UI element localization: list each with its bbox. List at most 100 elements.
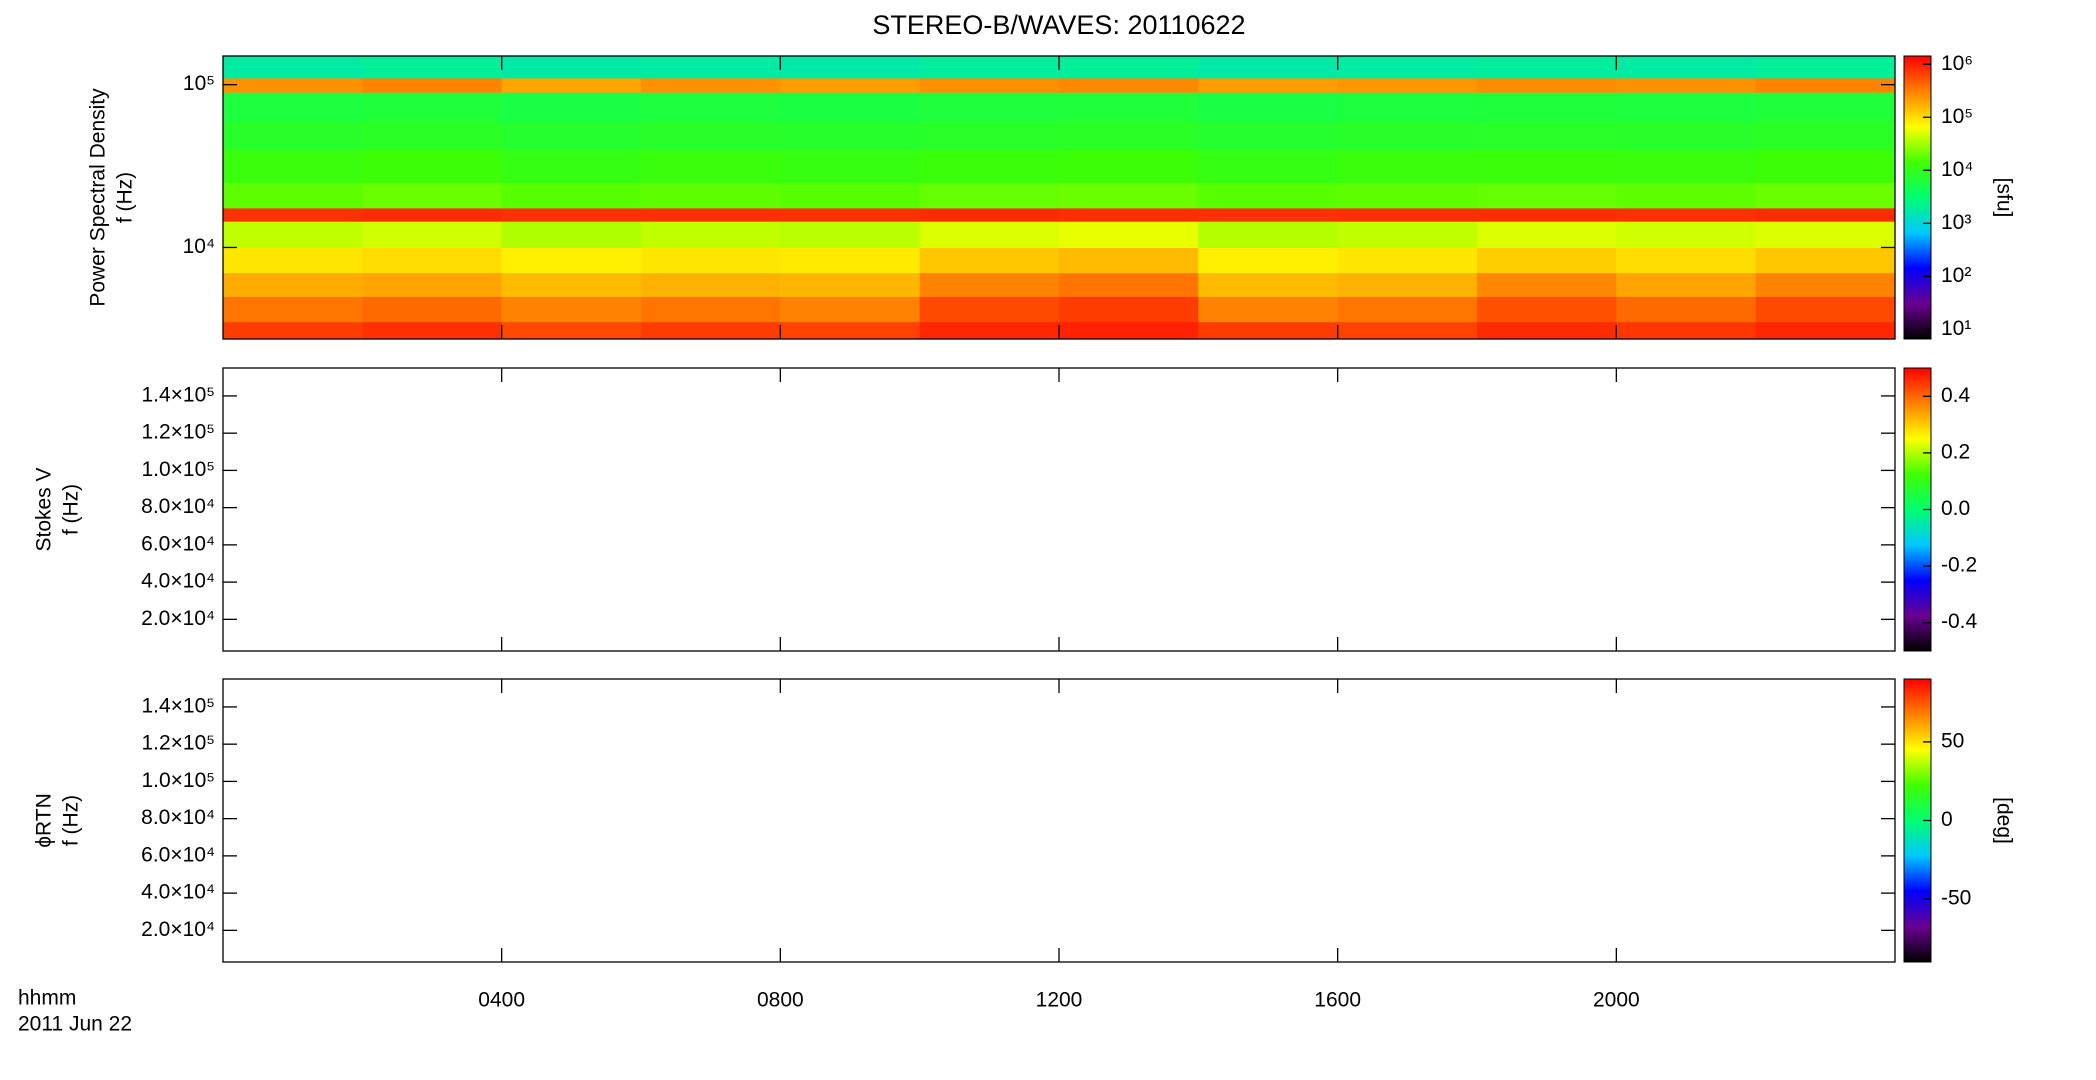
heatmap-cell — [919, 120, 1060, 150]
heatmap-cell — [919, 149, 1060, 184]
heatmap-cell — [1755, 92, 1896, 122]
colorbar-tick-label: 10⁴ — [1941, 158, 1973, 181]
heatmap-cell — [780, 221, 921, 248]
heatmap-cell — [362, 321, 503, 340]
heatmap-cell — [1059, 56, 1199, 79]
plot-frame — [222, 678, 1896, 963]
heatmap-cell — [1755, 296, 1896, 323]
heatmap-cell — [1616, 296, 1757, 323]
heatmap-cell — [501, 149, 642, 184]
heatmap-cell — [1477, 120, 1617, 150]
y-tick-label: 6.0×10⁴ — [141, 532, 215, 555]
y-tick-label: 1.4×10⁵ — [141, 694, 215, 717]
heatmap-cell — [641, 296, 781, 323]
heatmap-cell — [223, 272, 363, 297]
y-tick-label: 2.0×10⁴ — [141, 607, 215, 630]
heatmap-cell — [1198, 120, 1339, 150]
heatmap-cell — [1198, 247, 1339, 274]
heatmap-cell — [223, 182, 363, 209]
y-tick-label: 4.0×10⁴ — [141, 881, 215, 904]
heatmap-cell — [362, 56, 503, 79]
y-tick-label: 8.0×10⁴ — [141, 806, 215, 829]
heatmap-cell — [1198, 321, 1339, 340]
heatmap-cell — [1198, 92, 1339, 122]
heatmap-cell — [641, 247, 781, 274]
heatmap-cell — [223, 149, 363, 184]
heatmap-cell — [1477, 77, 1617, 93]
y-axis-label: f (Hz) — [60, 484, 83, 535]
colorbar-tick-label: -0.2 — [1941, 554, 1977, 577]
y-axis-label: Stokes V — [33, 467, 56, 551]
heatmap-cell — [1198, 149, 1339, 184]
plot-frame — [222, 367, 1896, 652]
heatmap-cell — [1755, 149, 1896, 184]
colorbar-label: [deg] — [1992, 797, 2015, 844]
heatmap-cell — [1755, 247, 1896, 274]
heatmap-cell — [1059, 296, 1199, 323]
heatmap-cell — [223, 92, 363, 122]
y-tick-label: 1.0×10⁵ — [141, 769, 215, 792]
heatmap-cell — [1616, 56, 1757, 79]
heatmap-cell — [1198, 272, 1339, 297]
heatmap-cell — [1337, 92, 1478, 122]
heatmap-cell — [501, 207, 642, 222]
heatmap-cell — [223, 321, 363, 340]
heatmap-cell — [641, 207, 781, 222]
heatmap-cell — [641, 92, 781, 122]
heatmap-cell — [1059, 120, 1199, 150]
heatmap-cell — [641, 120, 781, 150]
colorbar — [1903, 55, 1932, 340]
colorbar-tick-label: 10⁶ — [1941, 52, 1973, 75]
heatmap-cell — [1755, 120, 1896, 150]
heatmap-cell — [1477, 149, 1617, 184]
heatmap-cell — [1616, 321, 1757, 340]
heatmap-cell — [919, 207, 1060, 222]
heatmap-cell — [1198, 207, 1339, 222]
heatmap-cell — [641, 321, 781, 340]
y-tick-label: 1.2×10⁵ — [141, 732, 215, 755]
heatmap-cell — [223, 77, 363, 93]
heatmap-cell — [223, 120, 363, 150]
heatmap-cell — [1616, 77, 1757, 93]
heatmap-cell — [1616, 120, 1757, 150]
heatmap-cell — [1059, 321, 1199, 340]
heatmap-cell — [501, 247, 642, 274]
heatmap-cell — [362, 92, 503, 122]
heatmap-cell — [1755, 321, 1896, 340]
heatmap-cell — [1477, 321, 1617, 340]
heatmap-cell — [501, 120, 642, 150]
colorbar-tick-label: 0 — [1941, 808, 1953, 831]
heatmap-cell — [1616, 272, 1757, 297]
heatmap-cell — [1337, 77, 1478, 93]
heatmap-cell — [362, 120, 503, 150]
heatmap-cell — [501, 182, 642, 209]
heatmap-cell — [1616, 247, 1757, 274]
heatmap-cell — [780, 182, 921, 209]
heatmap-cell — [362, 247, 503, 274]
y-tick-label: 10⁴ — [183, 235, 215, 258]
x-tick-label: 0400 — [478, 989, 525, 1012]
y-tick-label: 1.2×10⁵ — [141, 421, 215, 444]
heatmap-cell — [1477, 272, 1617, 297]
heatmap-cell — [362, 272, 503, 297]
y-axis-label: ϕRTN — [33, 793, 56, 848]
heatmap-cell — [780, 207, 921, 222]
heatmap-cell — [919, 77, 1060, 93]
heatmap-cell — [362, 182, 503, 209]
y-axis-label: f (Hz) — [114, 172, 137, 223]
heatmap-cell — [919, 221, 1060, 248]
colorbar-tick-label: 0.0 — [1941, 497, 1970, 520]
heatmap-cell — [223, 207, 363, 222]
heatmap-cell — [780, 272, 921, 297]
heatmap-cell — [1337, 247, 1478, 274]
y-axis-label: Power Spectral Density — [87, 88, 110, 307]
x-tick-label: 0800 — [757, 989, 804, 1012]
heatmap-cell — [1059, 77, 1199, 93]
y-tick-label: 1.4×10⁵ — [141, 383, 215, 406]
heatmap-cell — [1616, 221, 1757, 248]
colorbar-tick-label: 10² — [1941, 264, 1971, 287]
heatmap-cell — [1755, 77, 1896, 93]
heatmap-cell — [1616, 182, 1757, 209]
heatmap-cell — [501, 56, 642, 79]
